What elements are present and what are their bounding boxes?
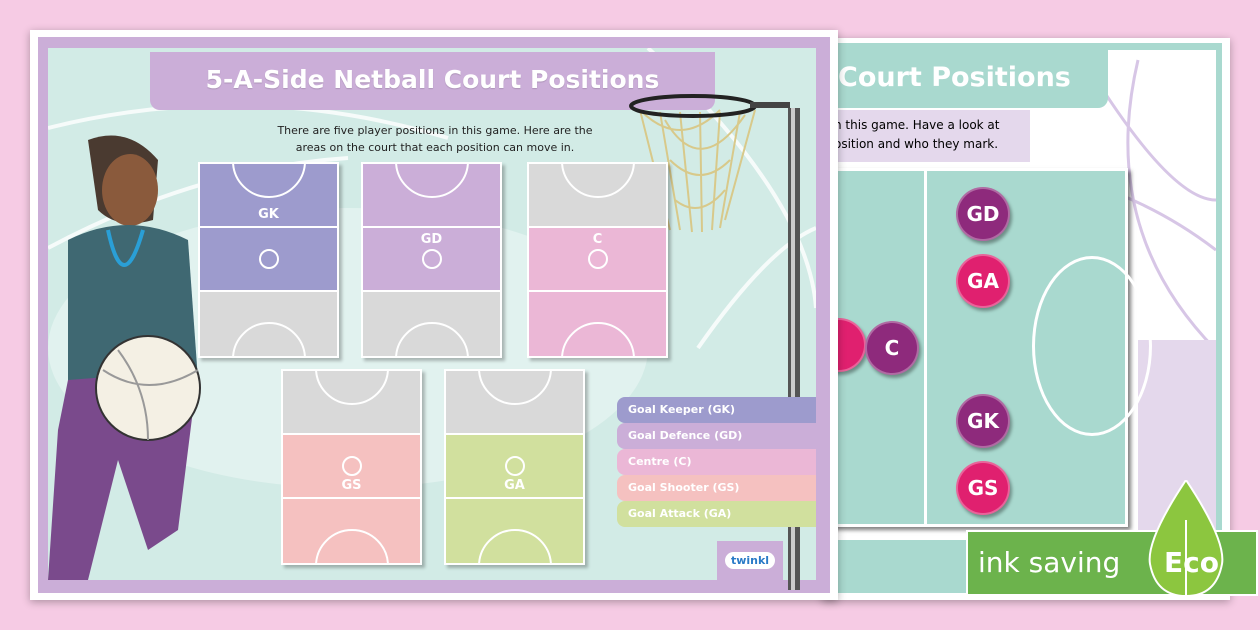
court-third: GD (363, 228, 500, 292)
court-third (363, 164, 500, 228)
court-third (283, 499, 420, 563)
court-third (446, 499, 583, 563)
player-circle-gd: GD (956, 187, 1010, 241)
court-third: GS (283, 435, 420, 499)
court-position-label: GK (258, 207, 279, 222)
court-position-label: C (592, 232, 603, 247)
court-position-label: GS (341, 478, 362, 493)
court-diagram-gd: GD (361, 162, 502, 358)
centre-circle (258, 249, 279, 269)
court-third (363, 292, 500, 356)
court-third (200, 292, 337, 356)
second-sheet-title: Court Positions (830, 50, 1108, 108)
centre-circle (341, 456, 362, 476)
legend-item: Centre (C) (617, 449, 816, 475)
court-third (529, 164, 666, 228)
ink-saving-label: ink saving (978, 546, 1121, 579)
player-circle-c: C (865, 321, 919, 375)
legend-item: Goal Keeper (GK) (617, 397, 816, 423)
court-third (200, 228, 337, 292)
player-circle-ga: GA (956, 254, 1010, 308)
court-position-label: GD (420, 232, 443, 247)
centre-circle (504, 456, 525, 476)
leaf-drop-icon (1148, 480, 1224, 598)
legend-item: Goal Defence (GD) (617, 423, 816, 449)
page-title: 5-A-Side Netball Court Positions (150, 52, 715, 110)
court-position-label: GA (504, 478, 525, 493)
court-third (446, 371, 583, 435)
court-third (529, 292, 666, 356)
eco-label: Eco (1164, 546, 1219, 579)
intro-text: There are five player positions in this … (277, 124, 593, 154)
player-circle-gs: GS (956, 461, 1010, 515)
second-sheet-intro: n this game. Have a look at osition and w… (830, 110, 1030, 162)
ink-saving-eco-badge: ink saving Eco (966, 480, 1258, 598)
centre-circle (421, 249, 442, 269)
legend-item: Goal Shooter (GS) (617, 475, 816, 501)
player-circle-gk: GK (956, 394, 1010, 448)
centre-circle (587, 249, 608, 269)
court-third (283, 371, 420, 435)
court-diagram-gk: GK (198, 162, 339, 358)
court-third: GK (200, 164, 337, 228)
court-diagram-gs: GS (281, 369, 422, 565)
court-diagram-ga: GA (444, 369, 585, 565)
twinkl-logo: twinkl (717, 541, 783, 580)
court-diagram-c: C (527, 162, 668, 358)
legend-item: Goal Attack (GA) (617, 501, 816, 527)
court-third: C (529, 228, 666, 292)
court-third: GA (446, 435, 583, 499)
player-illustration (48, 135, 201, 580)
